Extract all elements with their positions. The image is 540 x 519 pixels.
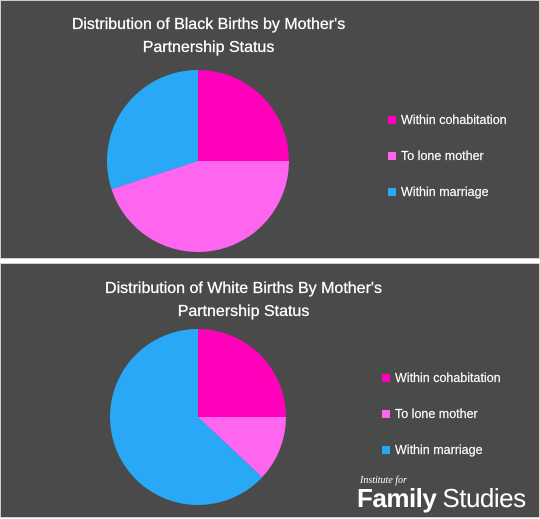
pie-slice-within-marriage — [110, 329, 263, 505]
legend-item-to-lone-mother: To lone mother — [382, 405, 501, 423]
legend-swatch — [382, 446, 390, 454]
legend-swatch — [382, 374, 390, 382]
logo-line-1: Institute for — [360, 475, 407, 486]
chart-title-line-1: Distribution of Black Births by Mother's — [71, 16, 346, 33]
legend-swatch — [388, 116, 396, 124]
chart-title: Distribution of Black Births by Mother's… — [41, 13, 376, 59]
chart-title-line-2: Partnership Status — [177, 303, 310, 320]
pie-slice-to-lone-mother — [198, 417, 286, 478]
legend: Within cohabitation To lone mother Withi… — [382, 369, 501, 477]
chart-title-line-2: Partnership Status — [142, 39, 275, 56]
logo-wordmark: Family Studies — [357, 483, 526, 514]
legend-item-within-cohabitation: Within cohabitation — [382, 369, 501, 387]
white-births-pie — [110, 329, 286, 505]
logo-word-1: Family — [357, 483, 437, 513]
logo-word-2: Studies — [442, 483, 526, 513]
legend-label: Within marriage — [395, 443, 483, 457]
legend-label: Within cohabitation — [395, 371, 501, 385]
legend-item-within-marriage: Within marriage — [382, 441, 501, 459]
legend-label: Within marriage — [401, 185, 489, 199]
chart-title-line-1: Distribution of White Births By Mother's — [105, 280, 382, 297]
legend-item-within-cohabitation: Within cohabitation — [388, 111, 507, 129]
legend-item-to-lone-mother: To lone mother — [388, 147, 507, 165]
legend-label: To lone mother — [401, 149, 484, 163]
legend-label: To lone mother — [395, 407, 478, 421]
black-births-chart-panel: Distribution of Black Births by Mother's… — [0, 0, 540, 259]
legend-swatch — [382, 410, 390, 418]
legend-label: Within cohabitation — [401, 113, 507, 127]
legend-swatch — [388, 188, 396, 196]
black-births-pie — [106, 70, 289, 253]
pie-slice-within-cohabitation — [198, 329, 286, 417]
pie-slice-to-lone-mother — [111, 161, 289, 253]
white-births-chart-panel: Distribution of White Births By Mother's… — [0, 263, 540, 518]
legend: Within cohabitation To lone mother Withi… — [388, 111, 507, 219]
pie-slice-within-cohabitation — [198, 70, 289, 161]
legend-swatch — [388, 152, 396, 160]
chart-title: Distribution of White Births By Mother's… — [56, 277, 431, 323]
legend-item-within-marriage: Within marriage — [388, 183, 507, 201]
pie-slice-within-marriage — [106, 70, 198, 190]
